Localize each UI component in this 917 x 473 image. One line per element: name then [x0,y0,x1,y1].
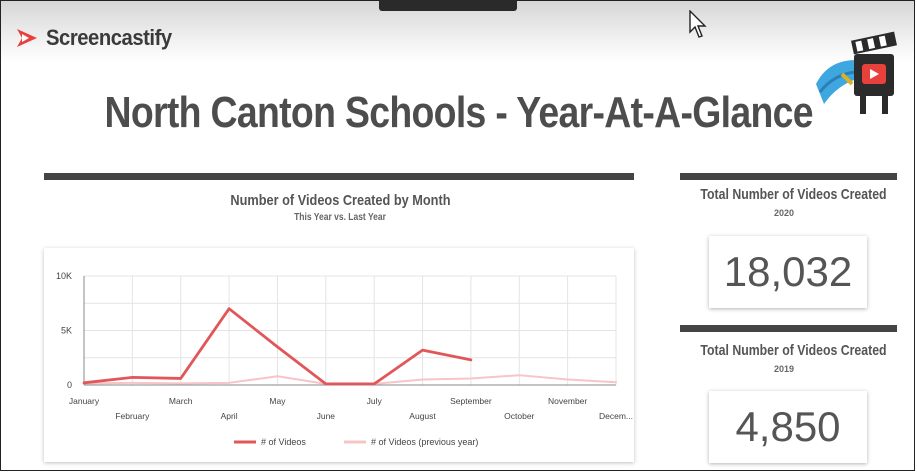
x-tick-label: October [504,411,534,421]
x-tick-label: February [115,411,150,421]
x-tick-label: January [69,396,100,406]
legend-label: # of Videos [261,437,306,447]
stat-label-2020: Total Number of Videos Created [700,186,887,203]
x-tick-label: September [450,396,492,406]
stat-year-2019: 2019 [773,364,795,374]
x-tick-label: April [221,411,238,421]
stat-label-2019: Total Number of Videos Created [700,342,887,359]
chart-subtitle: This Year vs. Last Year [294,212,386,223]
x-tick-label: November [548,396,587,406]
clapperboard-mascot-icon [816,31,897,114]
series-line-current [82,307,473,386]
chart-title: Number of Videos Created by Month [229,192,451,209]
y-tick-label: 0 [67,380,72,390]
x-tick-label: March [169,396,193,406]
brand-name: Screencastify [46,25,172,50]
recorder-toolbar [1,1,914,63]
stat-divider-2 [680,325,897,332]
x-tick-label: August [409,411,436,421]
y-tick-label: 5K [61,326,72,336]
line-chart: 0 5K 10K January February March April May June Ju… [56,271,633,447]
x-tick-label: July [367,396,383,406]
stat-value-2019: 4,850 [709,391,867,463]
stat-value-2020: 18,032 [709,236,867,308]
y-tick-label: 10K [56,271,72,281]
dashboard-title: North Canton Schools - Year-At-A-Glance [104,88,813,137]
mouse-cursor-icon [689,10,707,38]
chart-divider [44,173,634,180]
legend-label: # of Videos (previous year) [371,437,478,447]
videos-by-month-chart[interactable]: 0 5K 10K January February March April May June Ju… [44,248,634,462]
x-tick-label: June [317,411,336,421]
screencastify-logo: Screencastify [14,24,183,52]
camera-notch [379,0,517,11]
stat-divider-1 [680,173,897,180]
x-tick-label: Decem... [599,411,633,421]
x-tick-label: May [269,396,286,406]
screencastify-play-icon [17,29,37,47]
stat-year-2020: 2020 [773,208,795,218]
